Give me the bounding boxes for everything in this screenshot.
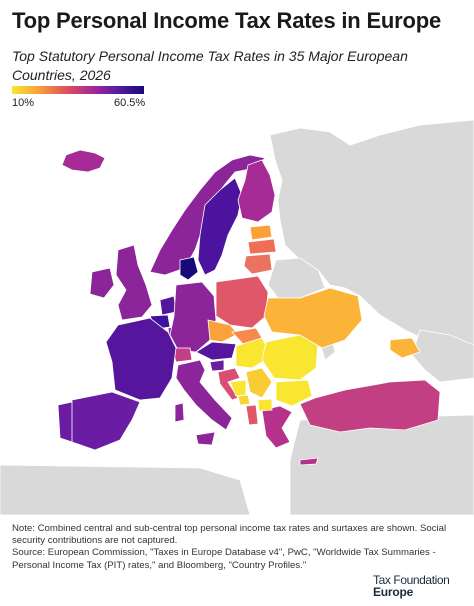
logo-line-2: Europe [373,585,414,599]
country-albania [245,404,259,426]
country-lithuania [243,253,273,275]
legend-min-label: 10% [12,97,35,109]
country-sweden [197,177,243,276]
legend-max-label: 60.5% [114,97,146,109]
no-data-land [0,120,474,515]
country-georgia [389,337,421,359]
country-denmark [179,256,199,281]
country-bulgaria [275,379,313,407]
middle-east-region [289,414,474,515]
logo-line-1: Tax Foundation [373,573,450,587]
country-north-macedonia [257,398,273,412]
country-portugal [57,401,73,443]
country-finland [237,159,276,223]
country-estonia [249,224,273,241]
country-netherlands [159,295,177,316]
country-slovenia [209,359,225,372]
country-turkey [299,379,441,433]
country-romania [261,334,319,381]
country-montenegro [237,394,251,406]
country-spain [69,391,141,451]
country-bosnia [229,379,247,397]
country-ireland [89,267,115,299]
country-italy [174,359,233,446]
legend-color-scale [12,86,144,94]
map-notes: Note: Combined central and sub-central t… [12,523,464,572]
north-africa-region [0,464,251,515]
country-greece [261,405,319,466]
country-germany [169,281,217,353]
country-serbia [245,367,273,399]
country-france [105,317,177,401]
country-latvia [247,238,277,255]
europe-map [0,120,474,515]
caucasus-region [411,329,474,383]
tax-foundation-logo: Tax Foundation Europe [373,574,468,598]
map-title: Top Personal Income Tax Rates in Europe [12,8,442,33]
russia-region [269,120,474,359]
country-iceland [61,149,106,173]
country-czechia [207,319,239,343]
country-ukraine [263,287,363,349]
map-subtitle: Top Statutory Personal Income Tax Rates … [12,48,408,83]
belarus-region [267,257,326,299]
country-austria [195,341,237,361]
source-text: Source: European Commission, "Taxes in E… [12,547,436,571]
countries [57,149,441,466]
note-text: Note: Combined central and sub-central t… [12,523,447,547]
country-poland [215,275,269,329]
country-united-kingdom [115,244,153,321]
